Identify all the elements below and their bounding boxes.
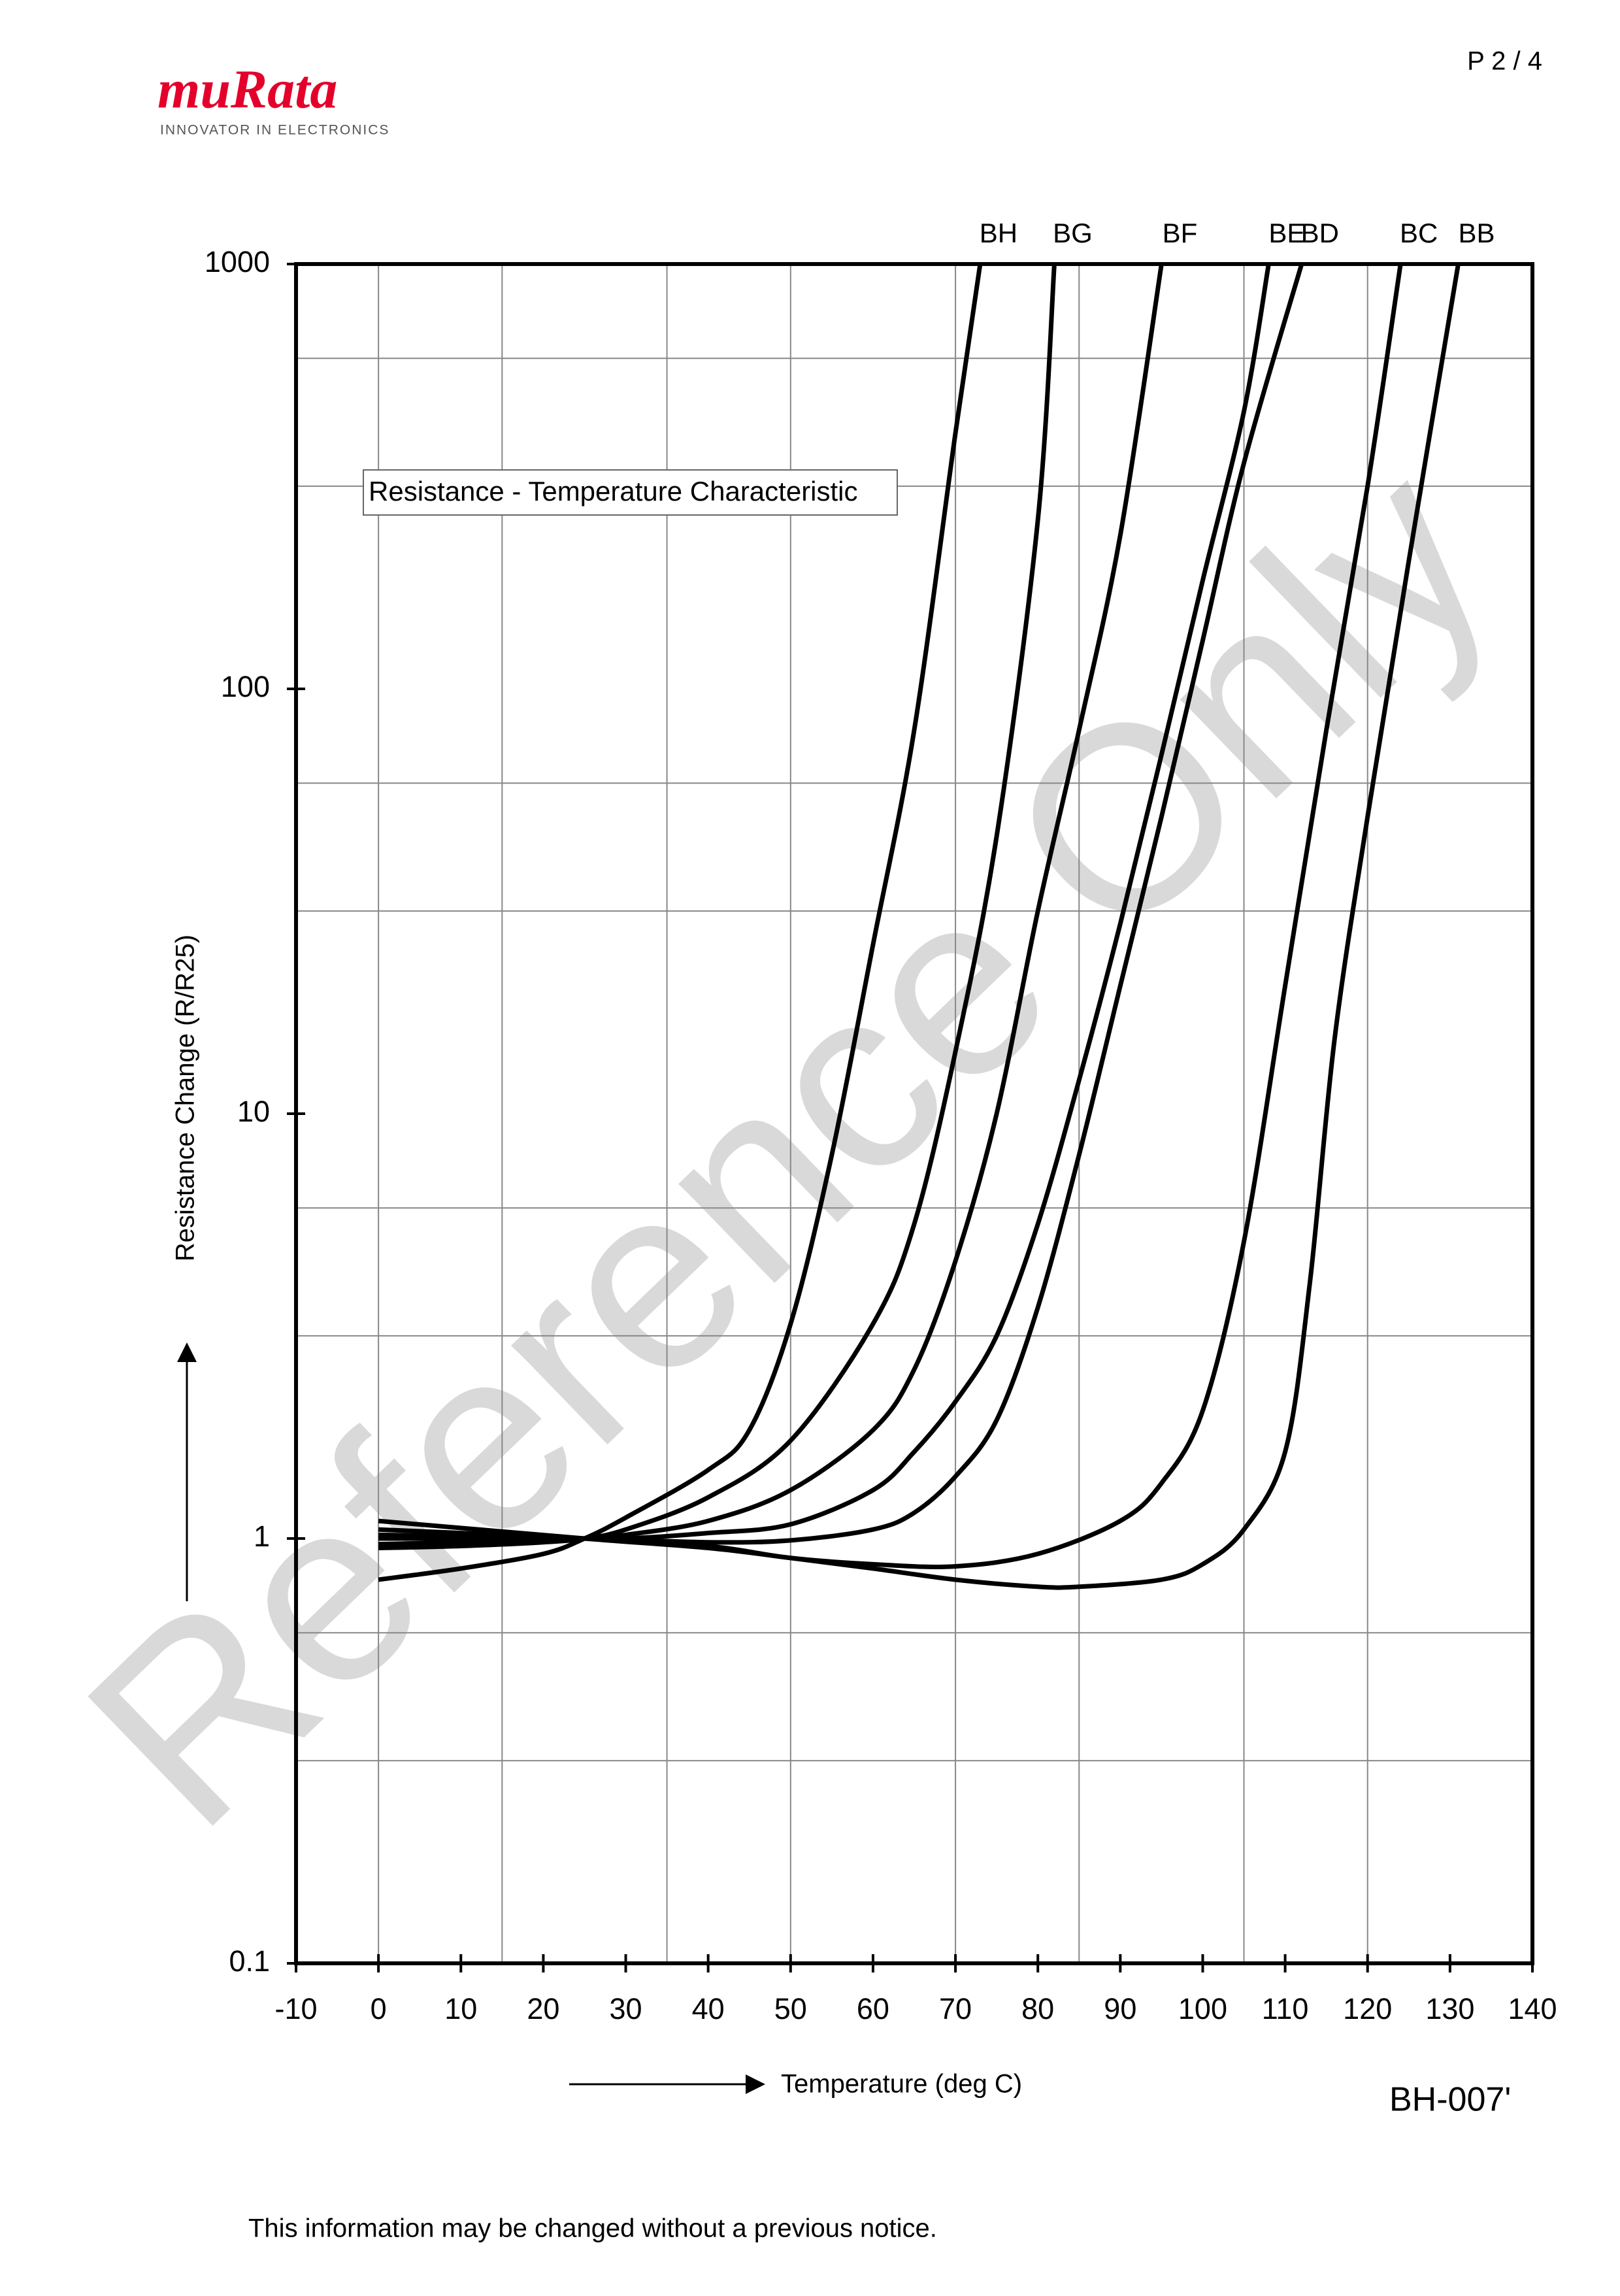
curve-label: BG [1053,218,1093,248]
y-axis-label: Resistance Change (R/R25) [171,935,200,1261]
x-tick-label: 40 [692,1992,725,2025]
footer: This information may be changed without … [248,2214,937,2243]
curve-label: BH [980,218,1017,248]
y-tick-label: 0.1 [229,1944,270,1978]
x-tick-label: 50 [774,1992,807,2025]
document-code: BH-007' [1389,2081,1511,2119]
x-tick-label: -10 [274,1992,317,2025]
curve [378,263,983,1582]
x-tick-label: 120 [1343,1992,1392,2025]
curve [378,263,1461,1590]
curve-label: BE [1268,218,1305,248]
curve-label: BB [1458,218,1495,248]
watermark-layer: Reference Only [33,408,1543,1882]
x-axis-label: Temperature (deg C) [781,2070,1022,2099]
curve [378,263,1271,1542]
curves [378,263,1461,1590]
x-tick-label: 0 [371,1992,387,2025]
x-tick-label: 90 [1104,1992,1136,2025]
curve-label: BC [1400,218,1438,248]
page-number: P 2 / 4 [1467,47,1542,76]
watermark: Reference Only [33,408,1543,1882]
x-tick-label: 80 [1021,1992,1054,2025]
x-tick-label: 100 [1178,1992,1227,2025]
curve-label: BF [1163,218,1198,248]
logo: muRata [157,59,337,120]
x-tick-label: 70 [939,1992,972,2025]
logo-tagline: INNOVATOR IN ELECTRONICS [160,123,389,138]
x-tick-label: 10 [444,1992,477,2025]
chart-title-box [363,469,898,516]
y-tick-label: 1 [254,1520,270,1553]
x-tick-label: 30 [610,1992,642,2025]
y-tick-label: 1000 [205,245,270,278]
chart-title: Resistance - Temperature Characteristic [369,476,858,507]
x-tick-label: 110 [1262,1992,1309,2025]
x-tick-label: 130 [1425,1992,1474,2025]
y-tick-label: 100 [221,670,270,703]
curve [378,263,1304,1545]
x-tick-label: 60 [857,1992,889,2025]
curve-label: BD [1301,218,1339,248]
grid [296,264,1532,1963]
y-tick-label: 10 [237,1095,270,1128]
x-tick-label: 20 [527,1992,559,2025]
x-tick-label: 140 [1508,1992,1557,2025]
